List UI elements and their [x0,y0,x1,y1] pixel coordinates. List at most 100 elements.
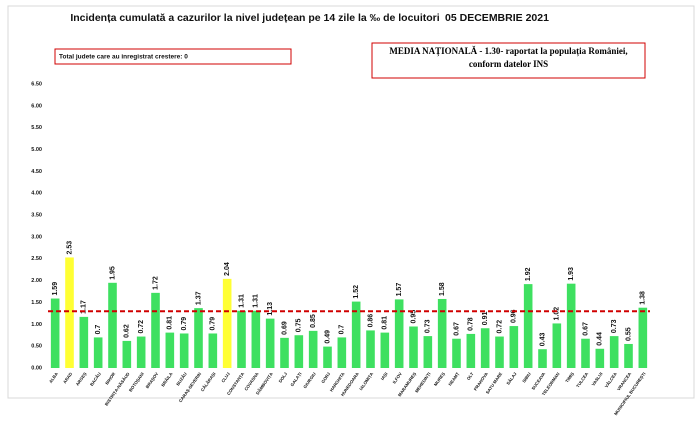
bar [523,284,533,368]
y-tick-label: 5.50 [31,125,42,131]
value-label: 0.73 [611,319,618,333]
value-label: 0.96 [511,309,518,323]
reference-box [371,42,646,79]
bar [566,283,576,368]
chart-title: Incidența cumulată a cazurilor la nivel … [70,12,439,24]
value-label: 0.7 [339,325,346,335]
note: Total judete care au inregistrat crester… [59,54,188,61]
bar [294,335,304,368]
bar [366,330,375,368]
value-label: 0.72 [496,320,503,334]
bar [452,338,461,368]
x-tick-label: TULCEA [575,371,589,388]
value-label: 0.91 [482,312,489,326]
bar [265,318,275,368]
value-label: 1.31 [238,294,245,308]
value-label: 1.58 [439,282,446,296]
bar [122,340,132,368]
y-tick-label: 0.50 [31,344,42,350]
x-tick-label: BRAȘOV [145,371,160,389]
value-label: 1.13 [267,302,274,316]
reference-text: MEDIA NAȚIONALĂ - 1.30- raportat la popu… [389,46,628,69]
x-tick-label: BRĂILA [160,371,173,387]
x-tick-label: MUNICIPIUL BUCUREȘTI [613,371,646,416]
bar [351,301,361,368]
bar [108,282,117,368]
bar [65,257,74,368]
value-label: 1.72 [152,276,159,290]
value-label: 0.79 [181,317,188,331]
x-tick-label: CĂLĂRAȘI [200,371,217,392]
value-label: 1.52 [353,285,360,299]
x-tick-label: SIBIU [521,371,532,383]
y-tick-label: 3.50 [31,213,42,219]
bar [50,298,60,368]
bar [151,292,160,368]
bar [194,308,203,368]
value-label: 2.04 [224,262,231,276]
bar [423,336,433,368]
value-label: 0.95 [410,310,417,324]
value-label: 0.43 [539,332,546,346]
x-tick-label: BACĂU [89,371,102,387]
y-tick-label: 6.00 [31,103,42,109]
bar [323,346,332,368]
x-tick-label: OLT [466,371,475,381]
bar [538,349,547,368]
value-label: 0.44 [597,332,604,346]
x-tick-label: CLUJ [220,371,231,384]
chart-date: 05 DECEMBRIE 2021 [445,12,549,24]
value-label: 0.69 [281,321,288,335]
x-tick-label: GORJ [320,371,331,384]
value-label: 1.02 [554,307,561,321]
y-tick-label: 6.50 [31,81,42,87]
value-label: 0.72 [138,320,145,334]
value-label: 1.37 [195,291,202,305]
x-tick-label: BOTOȘANI [128,371,145,392]
bar [79,316,89,368]
value-label: 0.73 [425,319,432,333]
x-tick-label: IALOMIȚA [358,371,374,391]
value-label: 0.67 [453,322,460,336]
bar [222,278,232,368]
bar [208,333,218,368]
value-label: 0.67 [582,322,589,336]
y-tick-label: 1.50 [31,300,42,306]
value-label: 2.53 [66,241,73,255]
x-tick-label: ARGEȘ [75,371,88,386]
x-tick-label: MUREȘ [433,371,446,387]
y-tick-label: 4.00 [31,191,42,197]
x-tick-label: VÂLCEA [604,371,618,388]
y-tick-label: 5.00 [31,147,42,153]
value-label: 1.95 [109,266,116,280]
value-label: 1.93 [568,267,575,281]
x-tick-label: TIMIȘ [564,371,575,383]
value-label: 0.55 [625,327,632,341]
x-tick-label: ILFOV [392,371,403,384]
value-label: 0.81 [167,316,174,330]
value-label: 0.7 [95,325,102,335]
bar [552,323,562,368]
bar [165,332,175,368]
value-label: 0.79 [210,317,217,331]
bar [237,310,246,368]
y-tick-label: 0.00 [31,365,42,371]
x-tick-label: SĂLAJ [505,371,518,386]
bar [179,333,189,368]
value-label: 0.49 [324,330,331,344]
value-label: 0.85 [310,314,317,328]
x-tick-label: NEAMȚ [447,371,460,387]
bar [308,330,318,368]
bar [437,298,447,368]
y-tick-label: 2.00 [31,278,42,284]
y-tick-label: 3.00 [31,234,42,240]
x-tick-label: DOLJ [278,371,289,384]
bar [136,336,146,368]
value-label: 1.59 [52,282,59,296]
bar [638,307,648,368]
value-label: 1.57 [396,283,403,297]
x-tick-label: GIURGIU [302,371,317,389]
bar [380,332,390,368]
value-label: 0.86 [367,314,374,328]
